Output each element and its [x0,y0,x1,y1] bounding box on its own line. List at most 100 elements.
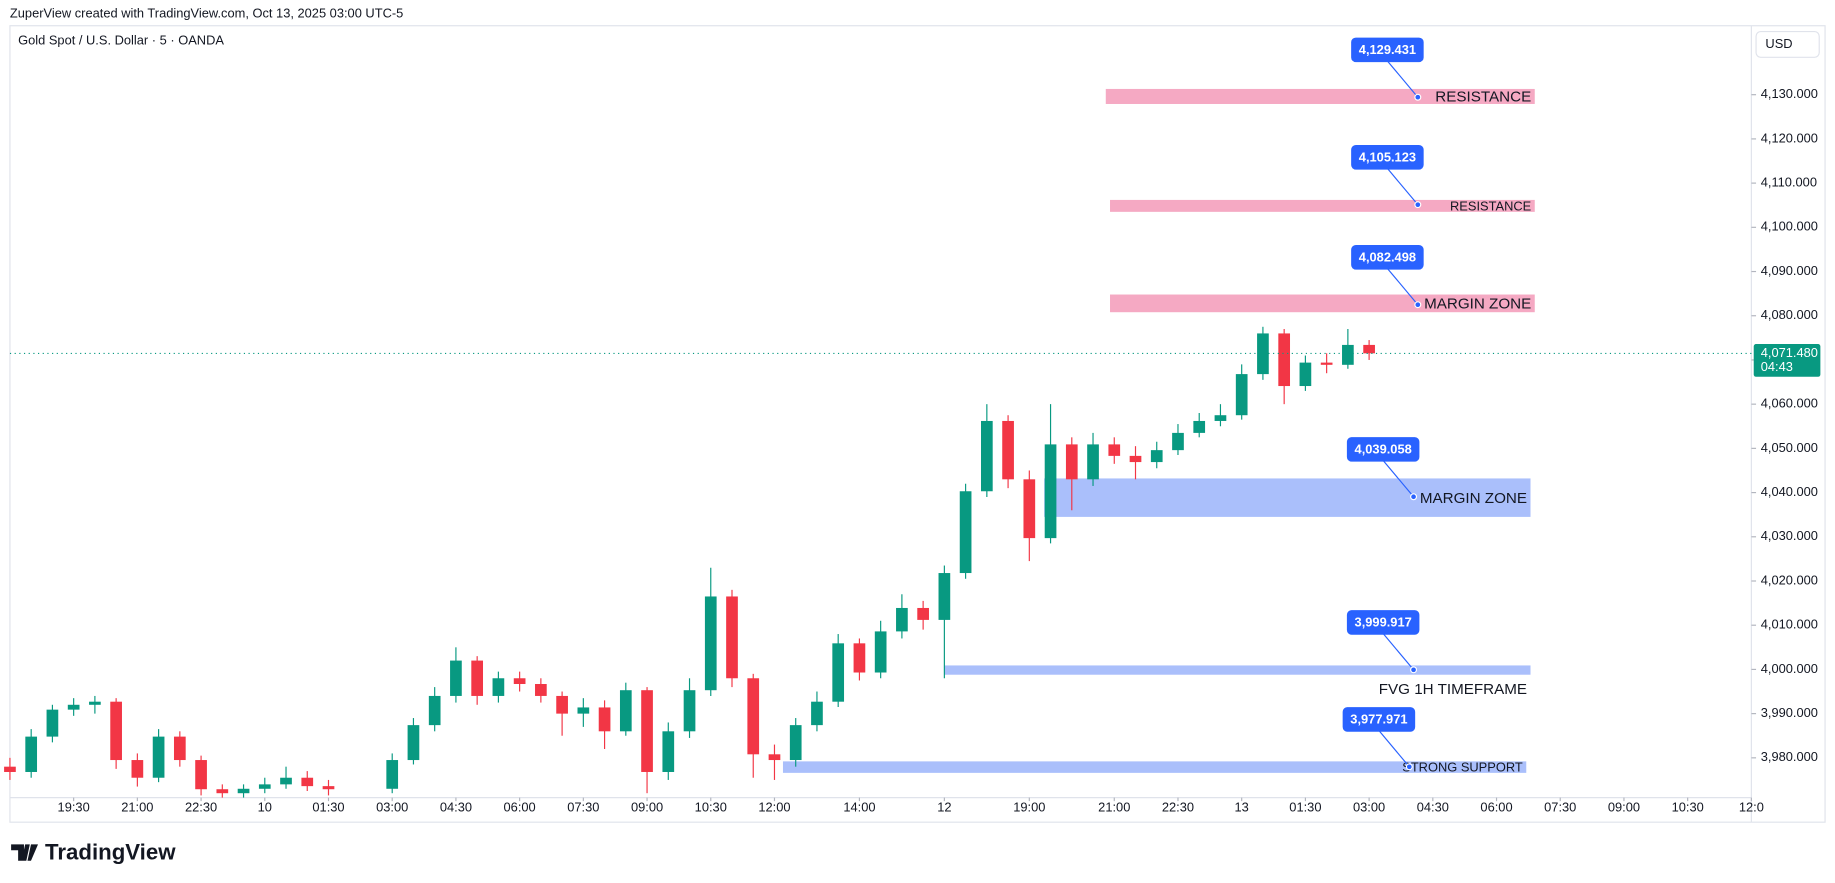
callout-dot [1414,301,1422,309]
candle-body [598,707,611,732]
candle-body [1023,479,1036,539]
candle-body [619,690,632,732]
logo: TradingView [11,840,176,865]
callout-box [1342,707,1416,732]
callout-line [1386,168,1419,206]
candle-body [874,631,887,673]
candle-body [258,784,271,789]
x-tick-label: 06:00 [1480,800,1512,815]
candle-body [1108,444,1121,456]
countdown: 04:43 [1761,359,1793,374]
candle-body [556,695,568,714]
y-tick-label: 4,090.000 [1761,263,1818,278]
candle-body [811,701,823,726]
x-tick-label: 13 [1235,800,1249,815]
candle-body [917,607,929,620]
x-tick-label: 10:30 [695,800,727,815]
candle-body [1320,362,1333,365]
candle-body [1299,362,1312,387]
callout-dot [1405,763,1413,771]
y-tick-label: 4,120.000 [1761,130,1818,145]
chart-frame [9,25,1826,823]
candle-body [1363,344,1375,354]
candle-body [1235,374,1248,416]
callout-dot [1410,666,1418,674]
candle-body [789,725,802,761]
callout-box [1346,437,1420,462]
y-tick-label: 3,980.000 [1761,749,1818,764]
candle-body [704,596,717,691]
x-tick-label: 04:30 [1417,800,1449,815]
callout-dot [1414,201,1422,209]
x-tick-label: 21:00 [121,800,153,815]
candle-body [938,573,951,620]
candle-body [152,736,165,778]
callout-label: 4,105.123 [1359,149,1416,164]
candle-body [853,643,866,673]
candle-body [25,736,38,772]
x-tick-label: 07:30 [567,800,599,815]
candle-body [1002,420,1014,480]
y-tick-label: 4,130.000 [1761,86,1818,101]
candle-body [471,660,484,696]
candle-body [1214,415,1227,421]
y-tick-label: 4,050.000 [1761,440,1818,455]
caption: ZuperView created with TradingView.com, … [10,5,403,20]
candle-body [1129,455,1142,463]
zone-label: MARGIN ZONE [1420,490,1527,507]
x-tick-label: 12:00 [758,800,790,815]
candle-body [959,491,972,574]
candle-body [747,678,760,755]
candle-body [662,731,675,772]
x-tick-label: 12:0 [1739,800,1764,815]
callout-dot [1410,493,1418,501]
y-tick-label: 4,020.000 [1761,572,1818,587]
callout-label: 4,039.058 [1355,441,1412,456]
y-tick-label: 4,040.000 [1761,484,1818,499]
candle-body [535,684,547,696]
x-tick-label: 22:30 [1162,800,1194,815]
x-tick-label: 09:00 [631,800,663,815]
y-tick-label: 4,030.000 [1761,528,1818,543]
zone [1110,294,1535,313]
x-tick-label: 04:30 [440,800,472,815]
x-tick-label: 03:00 [376,800,408,815]
zone-label: RESISTANCE [1450,198,1532,213]
zone-label: MARGIN ZONE [1424,296,1531,313]
candle-body [110,701,122,761]
candle-body [1087,444,1099,480]
candle-body [1172,432,1184,451]
candle-body [1257,333,1269,375]
candle-body [1342,344,1354,365]
zone [1110,199,1535,212]
x-tick-label: 07:30 [1544,800,1576,815]
candle-body [896,607,908,632]
x-tick-label: 01:30 [1289,800,1321,815]
zone-label: FVG 1H TIMEFRAME [1379,681,1527,698]
candle-body [301,777,314,787]
candle-body [492,678,505,696]
candle-body [4,766,16,772]
callout-line [1382,460,1415,498]
candle-body [832,643,845,702]
logo-text: TradingView [45,840,176,865]
candle-body [407,725,420,761]
zone [1105,88,1535,104]
y-tick-label: 4,060.000 [1761,396,1818,411]
x-tick-label: 06:00 [504,800,536,815]
zone [1044,478,1531,517]
candle-body [577,707,590,714]
zone-label: STRONG SUPPORT [1402,760,1523,775]
x-tick-label: 19:30 [58,800,90,815]
currency-button[interactable] [1755,30,1820,58]
candle-body [322,786,335,790]
callout-line [1382,633,1415,671]
candle-body [173,736,186,761]
x-tick-label: 22:30 [185,800,217,815]
callout-line [1386,268,1419,306]
currency[interactable]: USD [1765,36,1792,51]
y-tick-label: 4,080.000 [1761,307,1818,322]
candle-body [450,660,462,696]
